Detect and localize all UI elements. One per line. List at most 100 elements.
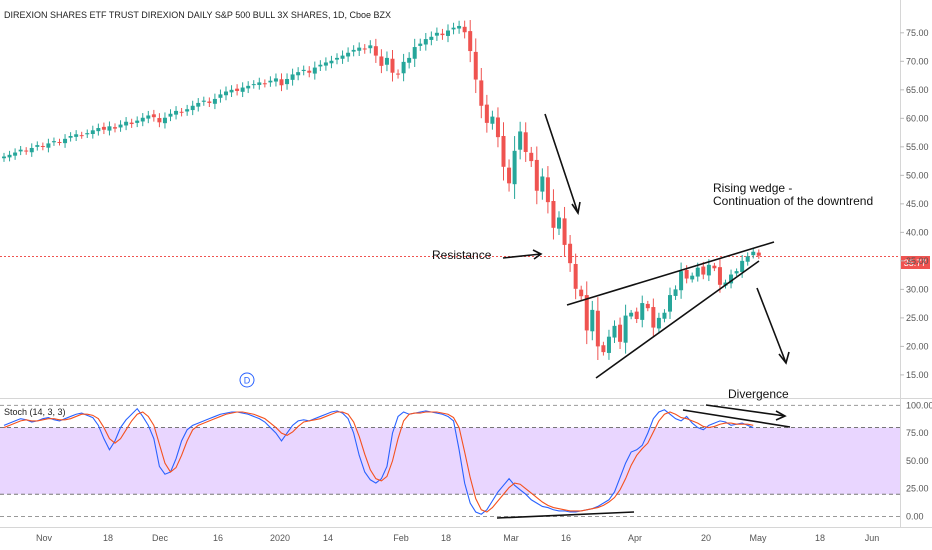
candle-body [407,57,412,63]
candle-body [212,98,217,104]
candle-body [246,85,251,89]
candle-body [207,101,212,103]
wedge-label-line1: Rising wedge - [713,181,792,195]
candle-body [262,83,267,85]
candle-body [229,89,234,93]
candle-body [7,154,12,158]
candle-body [440,33,445,36]
price-tick-label: 75.00 [906,28,929,38]
price-tick-label: 15.00 [906,370,929,380]
candle-body [712,265,717,269]
candle-body [729,274,734,284]
candle-body [512,150,517,185]
candle-body [612,325,617,338]
candle-body [384,57,389,65]
candle-body [224,91,228,96]
candle-body [2,156,6,159]
candle-body [673,289,678,296]
candle-body [307,70,312,73]
time-tick-label: Mar [503,533,519,543]
resistance-arrow-line [502,253,542,259]
candle-body [418,43,423,46]
dividend-marker-icon[interactable] [239,372,255,388]
candle-body [63,138,68,144]
candle-body [640,303,645,320]
downtrend-arrow-head [571,201,581,216]
axes: 15.00 20.00 25.00 30.00 35.00 40.00 45.00 50.00… [36,28,932,543]
candle-body [46,143,51,148]
candle-body [118,124,123,128]
candle-body [113,127,117,129]
candle-body [534,159,539,191]
resistance-arrow-head [532,249,543,260]
candle-body [695,267,700,277]
candle-body [24,150,29,152]
time-tick-label: 18 [103,533,113,543]
price-tick-label: 55.00 [906,142,929,152]
candle-body [185,109,190,112]
candle-body [107,126,112,131]
candle-body [740,260,745,272]
candle-body [423,39,428,45]
candle-body [412,47,417,59]
candle-body [601,345,606,353]
wedge-label-line2: Continuation of the downtrend [713,194,873,208]
candle-body [618,324,623,342]
price-tick-label: 20.00 [906,341,929,351]
stoch-d-line [3,411,754,513]
stoch-tick-label: 100.00 [906,400,932,410]
stoch-tick-label: 0.00 [906,511,924,521]
candle-body [240,87,245,92]
candle-body [629,312,634,317]
stoch-tick-label: 25.00 [906,484,929,494]
time-tick-label: 16 [561,533,571,543]
candle-body [507,167,512,184]
candle-body [645,303,650,309]
candle-body [196,102,201,107]
dividend-marker-label: D [244,376,251,386]
candle-body [179,111,184,113]
price-pane[interactable] [0,0,900,398]
chart-title: DIREXION SHARES ETF TRUST DIREXION DAILY… [4,10,391,20]
price-tick-label: 45.00 [906,199,929,209]
price-tick-label: 50.00 [906,170,929,180]
candle-body [656,317,661,329]
candle-body [273,78,278,82]
candle-body [651,307,656,328]
candle-body [68,136,73,138]
candle-body [668,295,672,312]
candle-body [501,136,506,167]
candle-body [101,126,106,130]
stoch-divergence-upper [682,409,791,428]
annotations [496,113,791,519]
breakdown-arrow-head [778,351,790,365]
stoch-divergence-arrow-line [705,404,786,417]
stoch-label: Stoch (14, 3, 3) [4,407,66,417]
candle-body [557,217,561,229]
candle-body [96,128,101,132]
wedge-lower-line [595,260,760,379]
candle-body [57,141,62,143]
candle-body [396,73,401,75]
candle-body [301,69,306,72]
candle-body [579,289,584,297]
last-price-tag [901,256,930,269]
candle-body [390,58,395,73]
candle-body [357,47,362,51]
candle-body [473,51,478,80]
candle-body [329,60,334,64]
candle-body [568,243,573,264]
candle-body [312,67,317,74]
candle-body [734,271,739,274]
time-tick-label: 2020 [270,533,290,543]
time-tick-label: 20 [701,533,711,543]
stoch-band [0,427,900,495]
candle-body [751,251,756,256]
stoch-lines [3,407,754,515]
stoch-divergence-line [496,511,635,519]
candle-body [29,147,34,153]
resistance-label: Resistance [432,248,492,262]
candle-body [90,130,95,135]
candle-body [551,201,556,228]
